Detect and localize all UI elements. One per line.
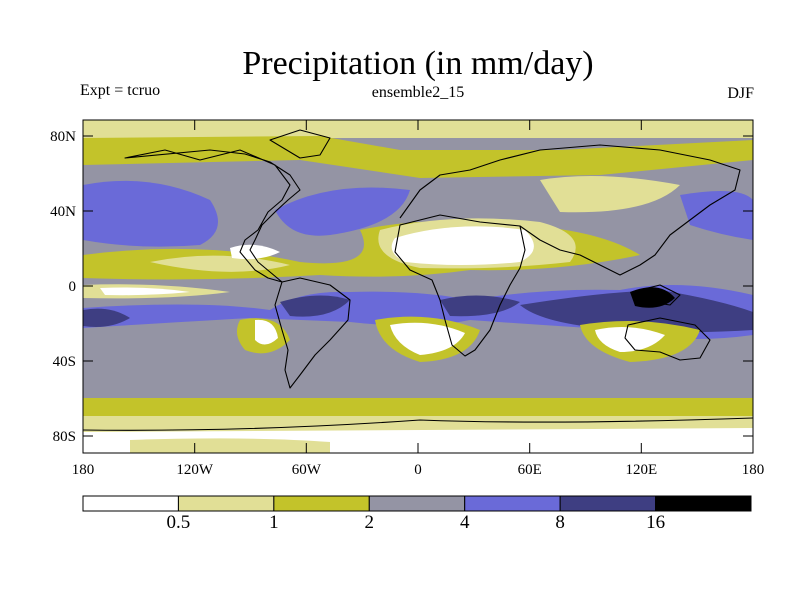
east-pacific-dry	[100, 287, 190, 296]
plot-frame: 80N 40N 0 40S 80S 180 120W 60W 0 60E 120E 180	[50, 119, 765, 478]
y-tick-label: 40N	[50, 204, 76, 220]
colorbar-swatch	[559, 495, 657, 512]
amazon-very-wet	[280, 295, 350, 317]
x-tick-label: 120W	[176, 462, 214, 478]
coastlines	[83, 129, 753, 431]
colorbar-swatch	[368, 495, 466, 512]
colorbar-swatch	[655, 495, 752, 512]
x-tick-label: 180	[742, 462, 765, 478]
colorbar-label: 1	[269, 512, 279, 533]
west-pacific-wet	[680, 191, 753, 240]
southern-band-olive	[83, 398, 753, 418]
colorbar-label: 2	[365, 512, 375, 533]
x-tick-label: 0	[414, 462, 422, 478]
australia-coast	[624, 317, 711, 361]
y-tick-label: 80N	[50, 129, 76, 145]
south-america-coast	[274, 277, 351, 389]
colorbar-labels: 0.5 1 2 4 8 16	[167, 512, 666, 533]
central-pacific-very-wet	[83, 308, 130, 327]
colorbar-swatch	[464, 495, 561, 512]
y-tick-label: 80S	[53, 429, 76, 445]
indian-ocean-dry	[595, 326, 665, 352]
south-pacific-dry	[255, 319, 278, 345]
north-pacific-wet	[83, 180, 218, 247]
colorbar-swatch	[82, 495, 179, 512]
africa-coast	[394, 214, 526, 357]
colorbar-label: 8	[555, 512, 565, 533]
congo-very-wet	[440, 295, 520, 317]
colorbar-label: 4	[460, 512, 470, 533]
colorbar-swatch	[177, 495, 275, 512]
antarctica-coast	[83, 417, 753, 431]
maritime-continent-very-wet	[520, 290, 753, 333]
eurasia-coast	[399, 144, 741, 276]
central-asia-light	[540, 176, 680, 213]
north-atlantic-wet	[275, 187, 410, 236]
x-tick-label: 60E	[518, 462, 542, 478]
antarctic-light-patch	[130, 438, 330, 453]
chart-title: Precipitation (in mm/day)	[242, 45, 594, 82]
north-subtropics-light	[150, 255, 290, 272]
ensemble-label: ensemble2_15	[371, 84, 465, 101]
season-label: DJF	[727, 85, 754, 102]
colorbar	[82, 495, 752, 512]
y-tick-label: 0	[69, 279, 77, 295]
colorbar-label: 16	[646, 512, 665, 533]
colorbar-swatch	[273, 495, 370, 512]
greenland-coast	[269, 129, 331, 159]
colorbar-label: 0.5	[167, 512, 191, 533]
arctic-band-olive	[83, 136, 753, 178]
experiment-label: Expt = tcruo	[80, 82, 161, 99]
south-midlatitude-gray	[83, 360, 300, 379]
x-tick-label: 60W	[292, 462, 322, 478]
maritime-continent-coast	[639, 284, 681, 306]
y-tick-label: 40S	[53, 354, 76, 370]
x-tick-label: 120E	[625, 462, 657, 478]
south-atlantic-dry	[390, 322, 465, 355]
x-tick-label: 180	[72, 462, 95, 478]
sahara-dry	[391, 226, 534, 265]
